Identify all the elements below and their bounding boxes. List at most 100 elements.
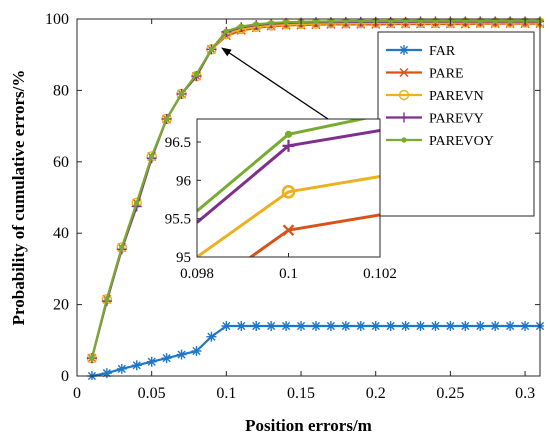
legend-label: PAREVN	[429, 89, 484, 104]
y-tick-label: 100	[45, 11, 69, 28]
legend-marker	[399, 112, 409, 123]
data-point-far	[370, 321, 381, 332]
data-point-far	[460, 321, 471, 332]
inset-x-tick-label: 0.1	[279, 266, 298, 282]
data-point-far	[445, 321, 456, 332]
legend-item: PAREVN	[386, 89, 484, 104]
inset-y-tick-label: 96.5	[165, 135, 191, 151]
data-point-parevoy	[238, 23, 244, 30]
y-tick-label: 20	[53, 297, 69, 314]
legend-marker	[398, 89, 410, 101]
data-point-far	[385, 321, 396, 332]
data-point-far	[520, 321, 531, 332]
legend-label: FAR	[429, 44, 456, 59]
series-far	[86, 321, 544, 380]
x-tick-label: 0	[73, 385, 81, 402]
legend: FAR PARE PAREVN PAREVY PAREVOY	[377, 31, 535, 217]
data-point-far	[191, 346, 202, 357]
data-point-far	[131, 360, 142, 371]
data-point-far	[236, 321, 247, 332]
data-point-far	[475, 321, 486, 332]
inset-y-tick-label: 95.5	[165, 212, 191, 228]
data-point-parevoy	[148, 153, 155, 160]
x-axis-title: Position errors/m	[245, 416, 372, 435]
legend-label: PARE	[429, 67, 464, 82]
inset-series-parevn	[197, 175, 380, 257]
data-point-parevoy	[208, 46, 215, 53]
data-point-far	[221, 321, 232, 332]
y-tick-label: 0	[61, 368, 69, 385]
data-point-parevoy	[343, 18, 349, 24]
data-point-parevoy	[387, 18, 394, 24]
legend-marker	[401, 137, 407, 143]
data-point-far	[505, 321, 516, 332]
inset-data-point	[281, 185, 296, 199]
legend-item: FAR	[386, 44, 456, 59]
data-point-parevoy	[223, 28, 230, 34]
data-point-far	[251, 321, 262, 332]
data-point-far	[116, 363, 127, 374]
data-point-far	[325, 321, 336, 332]
x-tick-label: 0.2	[366, 385, 386, 402]
data-point-far	[310, 321, 321, 332]
data-point-parevoy	[328, 18, 334, 25]
data-point-far	[146, 356, 157, 367]
x-tick-label: 0.3	[515, 385, 535, 402]
legend-marker	[399, 45, 409, 55]
inset-series-pare	[248, 213, 380, 257]
series-layer	[86, 16, 544, 380]
data-point-parevoy	[163, 116, 170, 122]
data-point-parevoy	[104, 296, 110, 302]
x-tick-label: 0.15	[287, 385, 315, 402]
legend-item: PAREVY	[386, 112, 484, 127]
x-tick-label: 0.1	[216, 385, 236, 402]
y-axis-title: Probability of cumulative errors/%	[9, 70, 28, 326]
data-point-parevoy	[358, 18, 364, 24]
data-point-far	[355, 321, 366, 332]
data-point-far	[266, 321, 277, 332]
data-point-far	[430, 321, 441, 332]
legend-item: PARE	[386, 67, 464, 82]
data-point-parevoy	[313, 18, 319, 25]
zoom-arrow	[221, 47, 329, 120]
data-point-far	[340, 321, 351, 332]
data-point-parevoy	[178, 91, 185, 97]
legend-label: PAREVY	[429, 112, 484, 127]
inset-y-tick-label: 96	[176, 173, 192, 189]
axes-box	[76, 18, 541, 377]
data-point-parevoy	[268, 20, 274, 26]
legend-item: PAREVOY	[386, 134, 494, 149]
data-point-far	[176, 349, 187, 360]
inset-series-parevy	[197, 129, 380, 224]
y-tick-label: 60	[53, 154, 69, 171]
data-point-far	[400, 321, 411, 332]
data-point-far	[296, 321, 307, 332]
inset-chart: 0.098 0.1 0.102 95 95.5 96 96.5	[165, 118, 397, 282]
data-point-far	[415, 321, 426, 332]
inset-series-layer	[197, 119, 380, 257]
inset-x-tick-label: 0.102	[363, 266, 397, 282]
data-point-parevoy	[134, 200, 140, 206]
data-point-parevoy	[283, 19, 289, 25]
data-point-parevoy	[89, 355, 95, 361]
data-point-far	[206, 331, 217, 342]
data-point-parevoy	[253, 21, 259, 28]
y-tick-label: 40	[53, 225, 69, 242]
inset-series-line	[197, 175, 380, 257]
legend-marker	[399, 68, 409, 77]
inset-data-point	[282, 139, 295, 152]
data-point-far	[490, 321, 501, 332]
legend-box	[377, 31, 535, 217]
inset-series-parevoy	[197, 119, 370, 213]
x-tick-label: 0.25	[436, 385, 464, 402]
data-point-far	[101, 368, 112, 379]
x-tick-label: 0.05	[138, 385, 166, 402]
y-tick-label: 80	[53, 82, 69, 99]
data-point-parevoy	[193, 71, 200, 78]
data-point-far	[161, 353, 172, 364]
data-point-far	[281, 321, 292, 332]
legend-label: PAREVOY	[429, 134, 494, 149]
data-point-parevoy	[119, 244, 125, 251]
